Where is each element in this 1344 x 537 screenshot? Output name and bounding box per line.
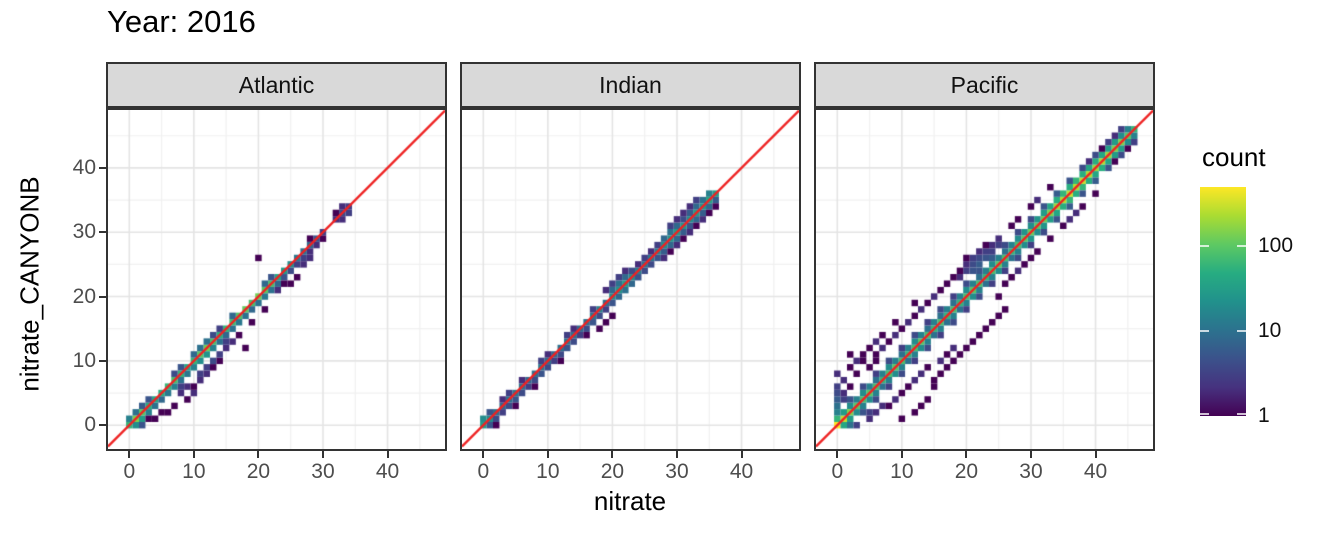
x-tick-mark xyxy=(1094,451,1097,458)
x-tick-label: 40 xyxy=(375,460,400,483)
facet-strip: Pacific xyxy=(814,62,1155,108)
y-tick-mark xyxy=(99,359,106,362)
legend-colorbar xyxy=(1200,187,1246,416)
x-tick-label: 0 xyxy=(123,460,136,483)
legend-tick-mark xyxy=(1200,245,1209,248)
x-tick-mark xyxy=(1029,451,1032,458)
y-tick-mark xyxy=(99,231,106,234)
x-tick-mark xyxy=(900,451,903,458)
x-tick-mark xyxy=(321,451,324,458)
legend: count 100 10 1 xyxy=(1200,142,1344,442)
y-tick-label: 10 xyxy=(72,348,96,372)
x-tick-label: 10 xyxy=(182,460,206,483)
x-tick-label: 0 xyxy=(831,460,844,483)
facet-atlantic: Atlantic 0 10 20 30 40 xyxy=(106,62,447,483)
x-tick-label: 20 xyxy=(600,460,625,483)
x-tick-label: 10 xyxy=(536,460,560,483)
facet-indian: Indian 0 10 20 30 40 xyxy=(460,62,801,483)
y-tick-label: 40 xyxy=(72,155,96,179)
x-tick-mark xyxy=(386,451,389,458)
legend-tick-label: 1 xyxy=(1258,404,1270,427)
plot-title: Year: 2016 xyxy=(107,4,256,39)
plot-panel xyxy=(106,108,447,451)
x-tick-label: 30 xyxy=(1019,460,1043,483)
facet-strip: Indian xyxy=(460,62,801,108)
x-tick-label: 0 xyxy=(477,460,490,483)
legend-tick-mark xyxy=(1237,330,1246,333)
x-tick-mark xyxy=(546,451,549,458)
legend-title: count xyxy=(1202,142,1266,172)
strip-label: Atlantic xyxy=(238,71,315,98)
legend-tick-mark xyxy=(1237,245,1246,248)
x-tick-mark xyxy=(675,451,678,458)
x-tick-mark xyxy=(128,451,131,458)
bin2d-canvas xyxy=(816,110,1153,449)
y-axis-title: nitrate_CANYONB xyxy=(14,176,45,392)
x-tick-label: 20 xyxy=(954,460,979,483)
facet-strip: Atlantic xyxy=(106,62,447,108)
x-tick-label: 30 xyxy=(311,460,335,483)
x-tick-label: 40 xyxy=(729,460,754,483)
legend-tick-mark xyxy=(1200,413,1209,415)
y-tick-mark xyxy=(99,424,106,427)
facet-pacific: Pacific 0 10 20 30 40 xyxy=(814,62,1155,483)
x-tick-mark xyxy=(965,451,968,458)
y-tick-mark xyxy=(99,166,106,169)
legend-tick-label: 100 xyxy=(1258,234,1294,258)
strip-label: Pacific xyxy=(950,71,1019,98)
bin2d-canvas xyxy=(462,110,799,449)
legend-tick-mark xyxy=(1200,330,1209,333)
strip-label: Indian xyxy=(599,71,662,98)
x-tick-mark xyxy=(836,451,839,458)
legend-tick-label: 10 xyxy=(1258,319,1282,343)
x-tick-mark xyxy=(257,451,260,458)
x-tick-mark xyxy=(192,451,195,458)
x-tick-mark xyxy=(740,451,743,458)
legend-tick-mark xyxy=(1237,413,1246,415)
y-tick-label: 30 xyxy=(72,220,96,244)
x-tick-mark xyxy=(482,451,485,458)
plot-panel xyxy=(814,108,1155,451)
y-tick-mark xyxy=(99,295,106,298)
plot-panel xyxy=(460,108,801,451)
y-tick-label: 0 xyxy=(84,413,96,437)
x-tick-label: 30 xyxy=(665,460,689,483)
y-tick-label: 20 xyxy=(72,284,96,308)
x-axis-title: nitrate xyxy=(593,486,667,516)
x-tick-label: 40 xyxy=(1083,460,1108,483)
x-tick-label: 10 xyxy=(890,460,914,483)
x-tick-label: 20 xyxy=(246,460,271,483)
bin2d-canvas xyxy=(108,110,445,449)
x-tick-mark xyxy=(611,451,614,458)
